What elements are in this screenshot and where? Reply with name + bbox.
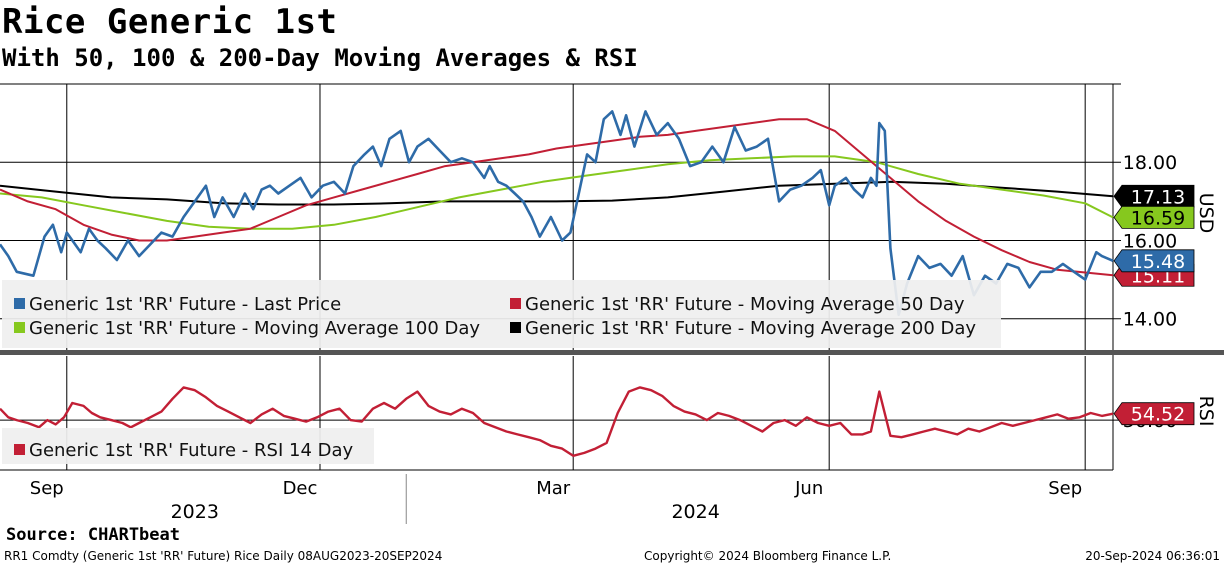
page-subtitle: With 50, 100 & 200-Day Moving Averages &… (2, 44, 638, 72)
rsi-axis-title: RSI (1195, 396, 1217, 427)
series-line-generic-1st-rr-future-moving-average-200-day (0, 180, 1114, 206)
panel-divider (0, 350, 1224, 355)
tag-value: 16.59 (1131, 207, 1185, 229)
x-year-label: 2023 (171, 501, 219, 523)
legend-swatch (510, 298, 521, 309)
last-value-tag-last-price: 15.48 (1113, 249, 1195, 273)
legend-swatch (510, 322, 521, 333)
x-tick-label: Sep (30, 478, 64, 499)
tag-shape (1113, 249, 1195, 273)
footer-timestamp: 20-Sep-2024 06:36:01 (1085, 549, 1220, 563)
y-tick-label: 14.00 (1123, 309, 1177, 331)
legend-swatch (14, 322, 25, 333)
x-tick-label: Sep (1048, 478, 1082, 499)
tag-shape (1113, 184, 1195, 208)
legend-label: Generic 1st 'RR' Future - RSI 14 Day (29, 440, 354, 461)
legend-label: Generic 1st 'RR' Future - Last Price (29, 294, 341, 315)
series-line-rsi-14-day (0, 386, 1114, 457)
legend-label: Generic 1st 'RR' Future - Moving Average… (525, 294, 965, 315)
series-layer (0, 110, 1114, 457)
price-legend-box (2, 280, 1001, 348)
last-value-tag-rsi: 54.52 (1113, 402, 1195, 426)
tag-value: 15.48 (1131, 251, 1185, 273)
rsi-legend-box (2, 428, 374, 464)
tag-shape (1113, 205, 1195, 229)
footer-ticker-info: RR1 Comdty (Generic 1st 'RR' Future) Ric… (4, 549, 443, 563)
tag-value: 17.13 (1131, 186, 1185, 208)
last-value-tag-ma200: 17.13 (1113, 184, 1195, 208)
source-label: Source: CHARTbeat (6, 525, 180, 545)
y-tick-label: 16.00 (1123, 230, 1177, 252)
legend-label: Generic 1st 'RR' Future - Moving Average… (29, 318, 480, 339)
price-axis-title: USD (1195, 193, 1217, 234)
y-tick-label: 18.00 (1123, 152, 1177, 174)
legend-swatch (14, 444, 25, 455)
x-year-label: 2024 (671, 501, 719, 523)
last-value-tag-ma100: 16.59 (1113, 205, 1195, 229)
legend-swatch (14, 298, 25, 309)
series-line-generic-1st-rr-future-moving-average-50-day (0, 118, 1114, 277)
tag-value: 54.52 (1131, 404, 1185, 426)
page-title: Rice Generic 1st (2, 2, 338, 42)
footer-copyright: Copyright© 2024 Bloomberg Finance L.P. (644, 549, 892, 563)
overlay-layer: Generic 1st 'RR' Future - Last Price Gene… (2, 184, 1195, 464)
tag-shape (1113, 402, 1195, 426)
x-tick-label: Dec (283, 478, 318, 499)
x-tick-label: Jun (794, 478, 823, 499)
series-line-generic-1st-rr-future-moving-average-100-day (0, 155, 1114, 230)
legend-label: Generic 1st 'RR' Future - Moving Average… (525, 318, 976, 339)
x-tick-label: Mar (536, 478, 571, 499)
